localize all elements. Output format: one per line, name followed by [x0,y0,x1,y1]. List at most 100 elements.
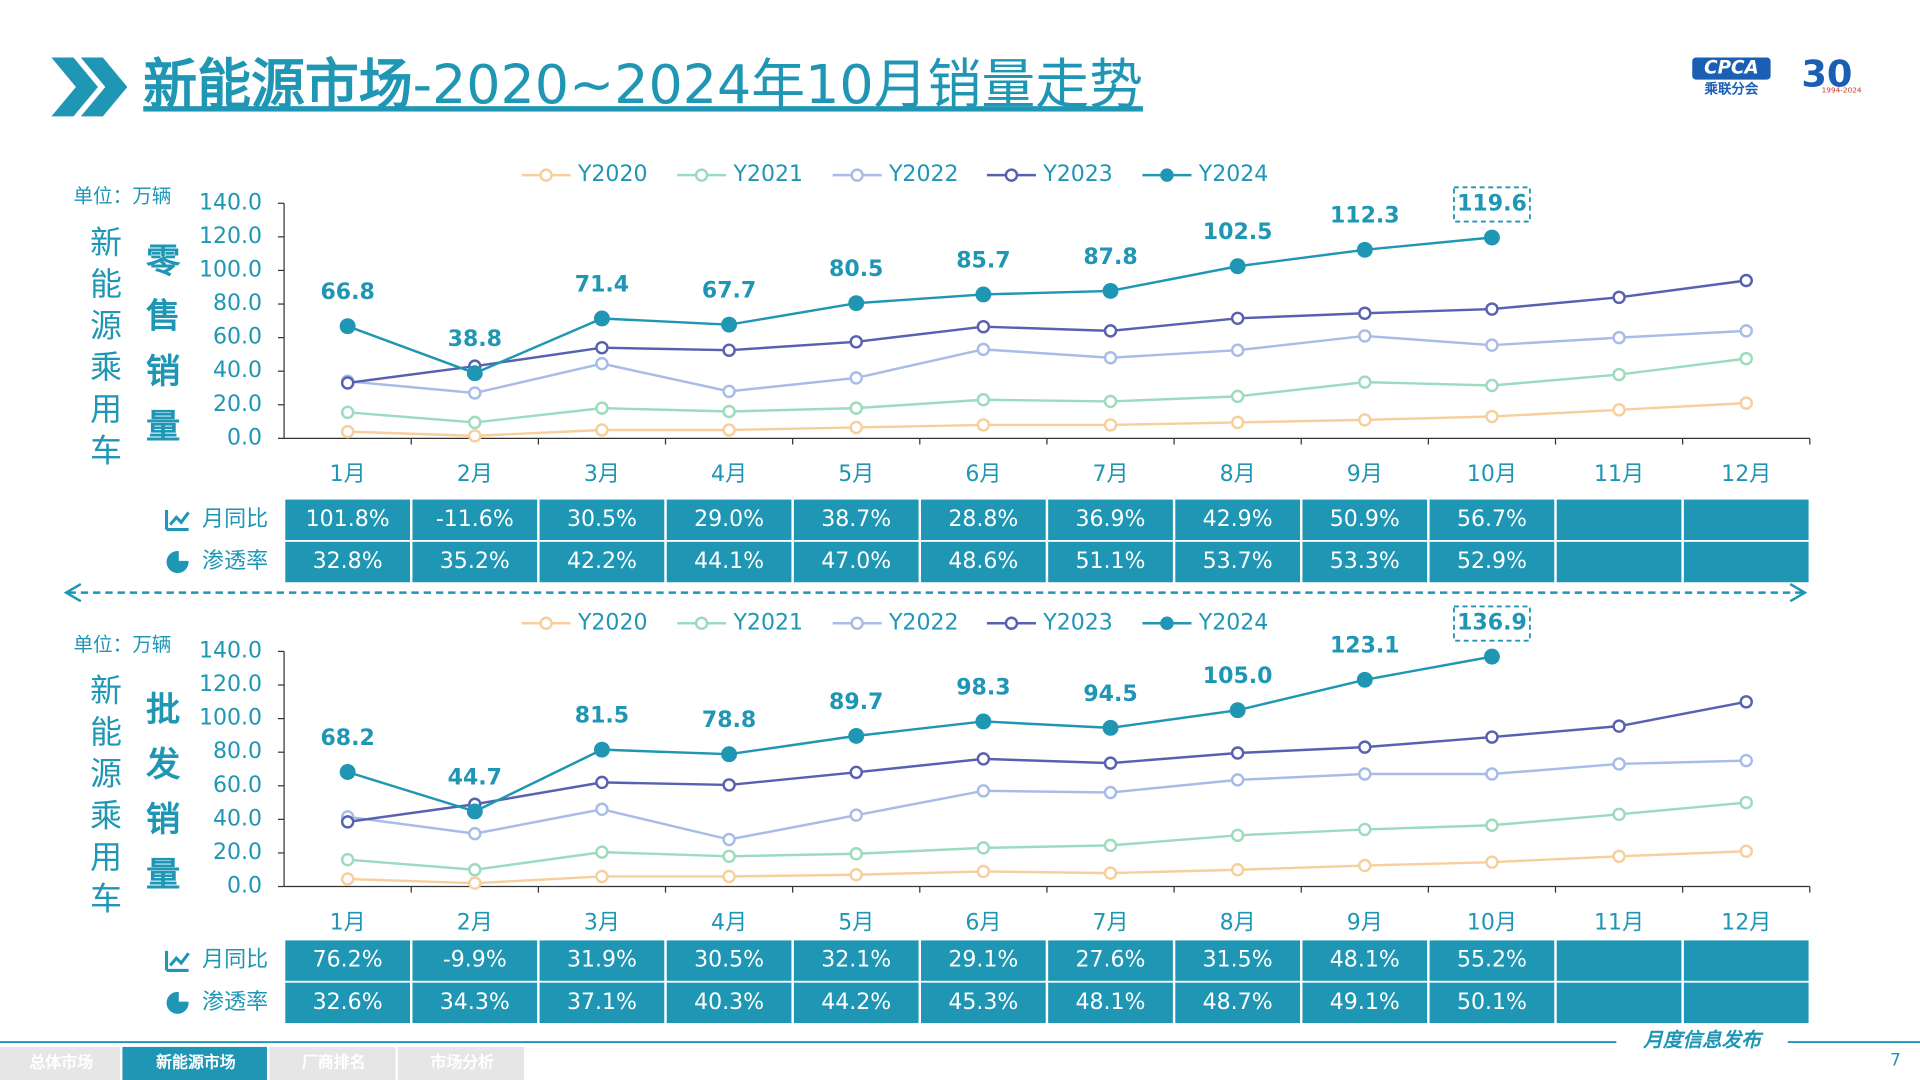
cell-value: 36.9% [1076,507,1146,532]
y-tick-label: 60.0 [213,325,262,350]
nav-tab[interactable]: 市场分析 [397,1046,525,1080]
legend-marker [850,616,864,630]
legend-label: Y2021 [732,162,803,187]
data-point [339,318,356,335]
legend-marker [1004,616,1019,630]
legend-marker [694,616,709,630]
row-label: 渗透率 [202,990,268,1015]
data-point [1358,858,1372,873]
legend-label: Y2020 [577,610,648,635]
legend-marker [694,168,709,182]
table-cell [285,940,410,981]
table-cell [793,940,919,981]
data-label: 71.4 [575,272,629,297]
data-point [1485,338,1499,352]
data-point [848,295,865,312]
chart-title: 零售销量 [139,242,180,462]
data-point [976,864,991,879]
cell-value: 42.2% [567,549,637,574]
legend-label: Y2020 [577,162,648,187]
y-tick-label: 60.0 [213,773,262,798]
logo-org: 乘联分会 [1704,80,1759,97]
table-cell [1683,982,1809,1024]
cell-value: 56.7% [1457,507,1527,532]
y-tick-label: 120.0 [199,224,262,249]
table-cell [1556,499,1682,540]
data-point [468,826,482,841]
data-point [976,319,991,334]
nav-tab[interactable]: 新能源市场 [122,1046,267,1080]
table-cell [1429,940,1555,981]
pie-icon-slice [178,990,190,1002]
data-point [1230,311,1245,326]
data-point [1485,302,1499,316]
data-point [1230,828,1245,843]
data-label: 123.1 [1330,634,1400,659]
y-tick-label: 20.0 [213,840,262,865]
data-point [1358,767,1372,781]
cell-value: 31.5% [1203,948,1273,973]
data-label: 98.3 [956,675,1010,700]
data-point [1485,378,1499,393]
cell-value: 32.6% [313,990,383,1015]
table-cell [1048,940,1173,981]
x-tick-label: 7月 [1092,910,1128,935]
row-label: 月同比 [202,948,268,973]
series-line [347,655,1493,813]
y-tick-label: 140.0 [199,638,262,663]
x-tick-label: 3月 [584,462,620,487]
y-tick-label: 40.0 [213,358,262,383]
series-line [347,700,1747,824]
x-tick-label: 3月 [584,910,620,935]
data-point [1103,756,1118,770]
nav-tab-bg [122,1046,267,1080]
series-line [347,357,1747,424]
data-point [1739,844,1753,859]
data-point [1483,648,1500,665]
data-point [1612,367,1626,382]
data-point [1739,753,1753,768]
nav-tab[interactable]: 厂商排名 [269,1046,396,1080]
data-point [340,852,355,867]
data-point [1612,290,1626,305]
data-label: 119.6 [1457,191,1527,216]
data-point [340,815,355,829]
legend-marker [850,168,864,182]
table-cell [666,499,792,540]
table-cell [1302,499,1428,540]
legend-label: Y2023 [1042,162,1113,187]
cell-value: 49.1% [1330,990,1400,1015]
highlight-box [1453,186,1531,223]
nav-tab[interactable]: 总体市场 [0,1046,120,1080]
nav-tab-bg [397,1046,525,1080]
legend-label: Y2023 [1042,610,1113,635]
x-tick-label: 10月 [1467,910,1517,935]
data-point [976,752,991,766]
series-line [347,279,1747,385]
chart-title: 批发销量 [139,691,180,911]
nav-tab-bg [269,1046,396,1080]
table-cell [412,541,538,583]
legend-marker [539,168,553,182]
divider-arrow [63,583,1808,603]
title-main: 新能源市场 [143,53,412,116]
nav-tab-label: 新能源市场 [156,1052,236,1071]
y-tick-label: 80.0 [213,739,262,764]
x-tick-label: 6月 [965,462,1001,487]
cell-value: 42.9% [1203,507,1273,532]
data-point [340,424,355,439]
data-point [1612,757,1626,771]
x-tick-label: 5月 [838,462,874,487]
data-point [1612,807,1626,822]
table-cell [1556,982,1682,1024]
highlight-box [1453,605,1531,642]
data-point [1485,855,1499,869]
table-cell [1048,982,1173,1024]
data-point [1612,403,1626,417]
data-point [1739,273,1753,288]
data-point [848,727,865,744]
data-point [595,845,609,859]
y-axis-label: 新能源乘用车 [85,673,123,923]
data-point [849,868,863,882]
data-point [1612,719,1626,733]
